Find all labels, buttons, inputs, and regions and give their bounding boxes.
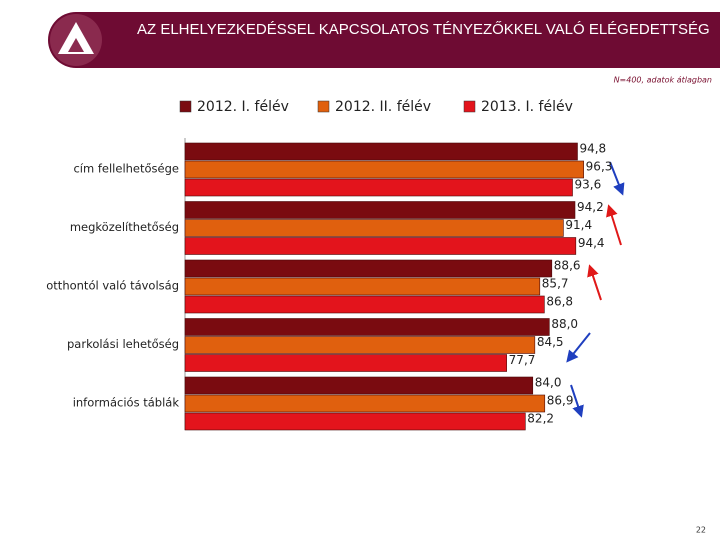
- y-tick-label: megközelíthetőség: [70, 220, 179, 234]
- y-tick-label: információs táblák: [73, 396, 180, 410]
- y-tick-label: parkolási lehetőség: [67, 337, 179, 351]
- bar: [184, 142, 578, 161]
- trend-arrow: [609, 161, 625, 196]
- trend-arrow: [606, 204, 622, 246]
- legend-label: 2012. I. félév: [197, 99, 289, 115]
- bar: [184, 295, 545, 314]
- data-label: 91,4: [565, 218, 592, 232]
- bar: [184, 412, 526, 431]
- data-label: 88,6: [554, 259, 581, 273]
- bar: [184, 160, 584, 179]
- chart-title: AZ ELHELYEZKEDÉSSEL KAPCSOLATOS TÉNYEZŐK…: [137, 21, 710, 38]
- data-label: 86,8: [546, 295, 573, 309]
- bar: [184, 376, 534, 395]
- bar: [184, 277, 541, 296]
- bar: [184, 219, 564, 237]
- legend-swatch: [463, 100, 476, 113]
- data-label: 86,9: [547, 394, 574, 408]
- legend-swatch: [317, 100, 330, 113]
- bar: [184, 354, 507, 372]
- data-label: 93,6: [575, 178, 602, 192]
- bar: [184, 259, 553, 278]
- legend-swatch: [179, 100, 192, 113]
- data-label: 84,5: [537, 335, 564, 349]
- bar: [184, 336, 536, 354]
- subtitle: N=400, adatok átlagban: [614, 76, 712, 85]
- data-label: 84,0: [535, 376, 562, 390]
- data-label: 96,3: [586, 160, 613, 174]
- y-tick-label: otthontól való távolság: [46, 279, 179, 293]
- trend-arrow: [566, 332, 591, 363]
- data-label: 77,7: [509, 353, 536, 367]
- logo-inner: [68, 38, 84, 52]
- y-tick-label: cím fellelhetősége: [73, 162, 179, 176]
- data-label: 94,4: [578, 236, 605, 250]
- bar: [184, 318, 550, 336]
- data-label: 94,2: [577, 200, 604, 214]
- data-label: 94,8: [579, 142, 606, 156]
- trend-arrow: [570, 384, 584, 418]
- data-label: 82,2: [527, 412, 554, 426]
- bar: [184, 237, 577, 255]
- bar: [184, 178, 573, 197]
- legend-label: 2012. II. félév: [335, 99, 431, 115]
- legend-label: 2013. I. félév: [481, 99, 573, 115]
- data-label: 85,7: [542, 277, 569, 291]
- page-number: 22: [696, 526, 706, 535]
- header-band: [48, 12, 720, 68]
- bar: [184, 394, 546, 413]
- data-label: 88,0: [551, 317, 578, 331]
- bar: [184, 201, 576, 219]
- trend-arrow: [587, 264, 602, 301]
